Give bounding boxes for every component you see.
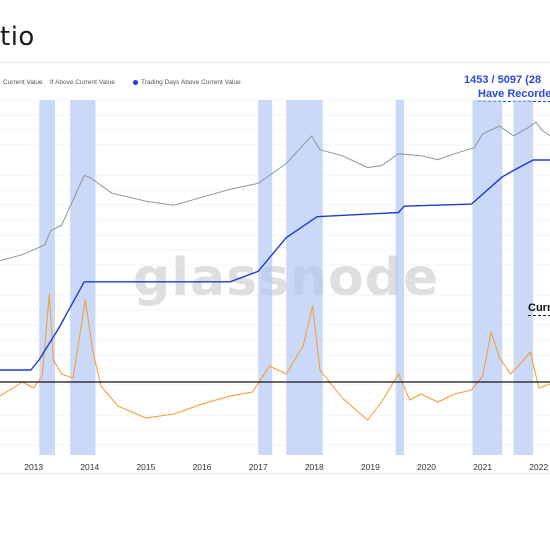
x-tick-label: 2018 — [304, 462, 324, 472]
legend-label-current-value: Current Value — [3, 79, 43, 86]
shaded-range — [286, 100, 323, 455]
shaded-range — [472, 100, 503, 455]
series-line-2 — [0, 293, 550, 421]
legend-label-above-current: If Above Current Value — [50, 79, 115, 86]
shaded-range — [39, 100, 55, 455]
shaded-ranges — [39, 100, 534, 455]
annotation-days-ratio: 1453 / 5097 (28 — [464, 74, 542, 86]
x-tick-label: 2013 — [24, 462, 44, 472]
x-tick-label: 2014 — [80, 462, 100, 472]
shaded-range — [513, 100, 534, 455]
x-tick-label: 2016 — [192, 462, 212, 472]
x-tick-label: 2017 — [248, 462, 268, 472]
shaded-range — [258, 100, 273, 455]
x-tick-label: 2022 — [529, 462, 549, 472]
shaded-range — [395, 100, 405, 455]
legend-item-trading-days: Trading Days Above Current Value — [133, 79, 241, 86]
page-title: tio — [0, 22, 35, 52]
series-line-0 — [0, 159, 550, 371]
x-tick-label: 2019 — [360, 462, 380, 472]
legend-label-trading-days: Trading Days Above Current Value — [141, 79, 241, 86]
x-tick-label: 2015 — [136, 462, 156, 472]
x-tick-label: 2020 — [417, 462, 436, 472]
x-tick-label: 2021 — [473, 462, 493, 472]
legend-item-current-value: Current Value — [3, 79, 43, 86]
series-lines — [0, 121, 550, 421]
shaded-range — [70, 100, 96, 455]
legend-item-above-current: If Above Current Value — [42, 79, 115, 86]
annotation-current: Curr — [528, 302, 550, 316]
watermark: glassnode — [133, 248, 440, 308]
legend-dot-trading-days — [133, 79, 138, 85]
series-line-1 — [0, 121, 550, 262]
